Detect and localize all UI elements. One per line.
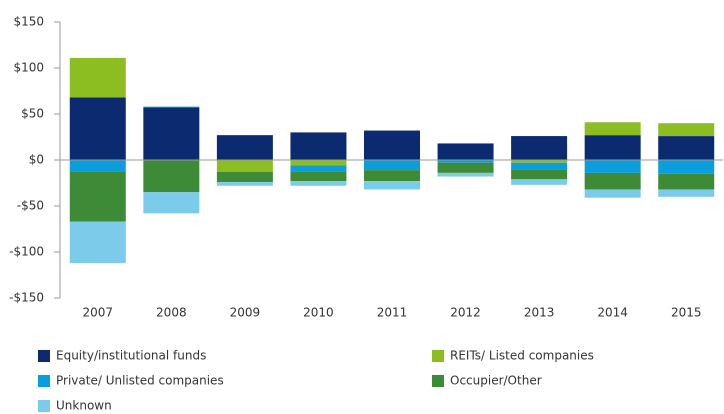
bar-segment (216, 171, 273, 183)
bar-segment (658, 189, 715, 197)
y-tick-label: -$50 (17, 199, 44, 213)
legend-swatch (432, 350, 444, 362)
x-tick-label: 2008 (156, 306, 187, 320)
bar-segment (658, 173, 715, 190)
bar-segment (511, 136, 568, 160)
bar-segment (511, 169, 568, 180)
y-tick-label: $150 (13, 15, 44, 29)
bar-segment (437, 143, 494, 160)
y-tick-label: $50 (21, 107, 44, 121)
legend-swatch (38, 350, 50, 362)
legend-label: Private/ Unlisted companies (56, 374, 224, 388)
y-tick-label: -$100 (9, 245, 44, 259)
bar-segment (69, 171, 126, 222)
x-tick-label: 2011 (377, 306, 408, 320)
bar-segment (69, 57, 126, 98)
bar-segment (584, 135, 641, 160)
x-tick-label: 2014 (597, 306, 628, 320)
x-tick-label: 2013 (524, 306, 555, 320)
bar-segment (143, 107, 200, 160)
x-tick-label: 2007 (83, 306, 114, 320)
x-tick-label: 2012 (450, 306, 481, 320)
bar-segment (290, 160, 347, 166)
bar-segment (143, 192, 200, 214)
bar-segment (437, 162, 494, 173)
bar-segment (216, 135, 273, 160)
bar-segment (290, 171, 347, 182)
legend-swatch (432, 375, 444, 387)
bar-segment (584, 172, 641, 190)
bar-segment (658, 123, 715, 137)
bar-segment (290, 165, 347, 172)
bar-segment (584, 160, 641, 173)
legend-swatch (38, 400, 50, 412)
bar-segment (216, 182, 273, 186)
y-tick-label: $0 (29, 153, 44, 167)
legend-label: REITs/ Listed companies (450, 349, 594, 363)
legend-label: Occupier/Other (450, 374, 542, 388)
bar-segment (290, 181, 347, 186)
bar-segment (511, 179, 568, 185)
bar-segment (437, 160, 494, 163)
x-tick-label: 2015 (671, 306, 702, 320)
bar-segment (69, 97, 126, 160)
bar-segment (658, 160, 715, 174)
y-tick-label: $100 (13, 61, 44, 75)
bar-segment (143, 160, 200, 193)
legend-swatch (38, 375, 50, 387)
bar-segment (511, 160, 568, 163)
bar-segment (143, 106, 200, 108)
bar-segment (290, 132, 347, 160)
bar-segment (69, 221, 126, 264)
bar-segment (364, 170, 420, 182)
legend-label: Unknown (56, 399, 112, 413)
x-tick-label: 2009 (230, 306, 261, 320)
bar-segment (584, 122, 641, 136)
bar-segment (364, 160, 420, 171)
x-tick-label: 2010 (303, 306, 334, 320)
bar-segment (364, 130, 420, 160)
bar-segment (658, 136, 715, 160)
legend-label: Equity/institutional funds (56, 349, 206, 363)
bar-segment (584, 189, 641, 198)
bar-segment (216, 160, 273, 172)
bar-segment (69, 160, 126, 172)
y-tick-label: -$150 (9, 291, 44, 305)
bar-segment (364, 181, 420, 190)
bar-segment (511, 162, 568, 170)
bar-segment (437, 172, 494, 177)
